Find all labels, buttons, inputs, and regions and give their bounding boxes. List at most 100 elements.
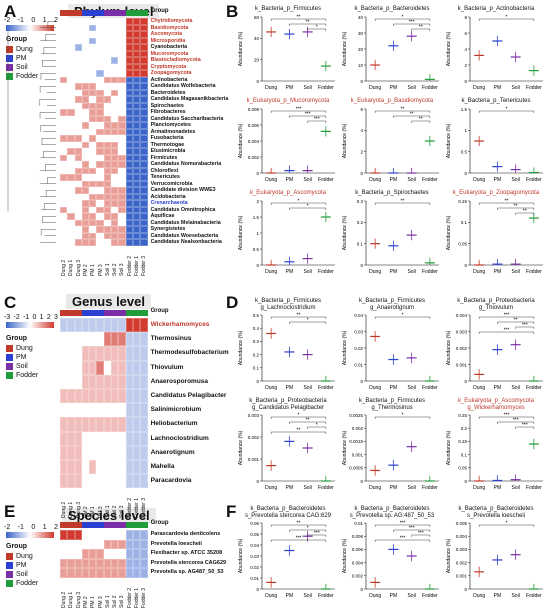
group-strip-cell [132, 310, 141, 316]
heatmap-cell [132, 219, 141, 226]
heatmap-cell [103, 332, 112, 347]
heatmap-cell [140, 388, 148, 404]
y-tick-label: 0.0005 [349, 466, 363, 471]
heatmap-cell [81, 558, 90, 568]
significance-bracket [289, 321, 327, 325]
species-group-strip [60, 522, 148, 528]
row-label: Bacteroidetes [150, 89, 186, 96]
subplot-title: k_Bacteria_p_Bacteroidetes s_Prevotella … [244, 506, 332, 519]
legend-label: PM [16, 55, 27, 62]
column-label: Fodder 3 [141, 255, 148, 276]
x-tick-label: PM [390, 593, 398, 599]
group-strip-cell [74, 522, 82, 528]
heatmap-cell [74, 31, 82, 38]
heatmap-cell [111, 193, 119, 200]
heatmap-cell [81, 332, 90, 347]
legend-item: PM [6, 354, 38, 361]
species-scale-ticks: -2 -1 0 1 2 [4, 524, 58, 531]
heatmap-cell [132, 154, 141, 161]
heatmap-cell [125, 431, 133, 446]
subplot-canvas: 0 2 4 6 8 Abundance (%) Dung PM Soil Fodder * [446, 14, 543, 91]
column-label: Soil 2 [112, 262, 119, 276]
y-tick-label: 0.02 [250, 565, 259, 570]
column-label: Soil 3 [119, 262, 126, 276]
axis-lines [261, 108, 335, 173]
axis-lines [469, 523, 543, 590]
heatmap-cell [96, 360, 104, 375]
heatmap-cell [60, 558, 68, 568]
heatmap-cell [67, 44, 75, 51]
heatmap-cell [96, 44, 104, 51]
row-label: Candidatus Melainabacteria [150, 219, 221, 226]
heatmap-cell [74, 122, 82, 129]
y-tick-label: 0.15 [458, 198, 467, 203]
scale-tick: -1 [17, 17, 24, 24]
row-label: Fibrobacteres [150, 109, 186, 115]
significance-label: * [402, 14, 404, 20]
row-label: Microsporidia [150, 37, 186, 44]
y-tick-label: 6 [464, 30, 467, 35]
significance-label: ** [401, 198, 405, 204]
genus-color-scale [6, 322, 54, 328]
heatmap-cell [125, 558, 133, 568]
significance-label: *** [314, 116, 320, 122]
heatmap-cell [67, 70, 75, 77]
heatmap-cell [118, 154, 126, 161]
heatmap-cell [125, 239, 133, 246]
heatmap-cell [60, 154, 68, 161]
y-tick-label: 0 [464, 587, 467, 592]
heatmap-cell [89, 549, 97, 559]
heatmap-cell [96, 122, 104, 129]
row-label: Mucoromycota [150, 50, 189, 57]
legend-item: Soil [6, 64, 38, 71]
heatmap-cell [81, 568, 90, 578]
heatmap-cell [132, 24, 141, 31]
heatmap-cell [89, 200, 97, 207]
legend-swatch [6, 64, 13, 71]
panel-letter-e: E [4, 502, 16, 521]
y-tick-label: 2 [256, 198, 259, 203]
heatmap-cell [89, 122, 97, 129]
heatmap-cell [103, 226, 112, 233]
y-tick-label: 0.2 [357, 220, 364, 225]
genus-heatmap-grid [60, 318, 148, 489]
heatmap-cell [96, 180, 104, 187]
heatmap-cell [118, 96, 126, 103]
y-axis-label: Abundance (%) [342, 215, 348, 250]
heatmap-cell [60, 50, 68, 57]
x-tick-label: Dung [265, 485, 277, 491]
significance-label: *** [504, 313, 510, 319]
axis-lines [469, 200, 543, 265]
column-label: Fodder 1 [134, 255, 140, 276]
heatmap-cell [81, 18, 90, 25]
heatmap-cell [132, 63, 141, 70]
heatmap-cell [132, 31, 141, 38]
significance-label: * [316, 423, 318, 429]
row-label: Armatimonadetes [150, 128, 196, 135]
heatmap-cell [132, 568, 141, 578]
heatmap-cell [67, 232, 75, 239]
heatmap-cell [89, 50, 97, 57]
heatmap-cell [111, 63, 119, 70]
heatmap-cell [74, 174, 82, 181]
heatmap-cell [89, 57, 97, 64]
heatmap-cell [125, 128, 133, 135]
x-tick-label: PM [390, 385, 398, 391]
scale-tick: -1 [17, 524, 24, 531]
heatmap-cell [118, 128, 126, 135]
y-tick-label: 0 [464, 379, 467, 384]
heatmap-cell [81, 24, 90, 31]
heatmap-cell [74, 76, 82, 83]
significance-bracket [289, 23, 327, 26]
scale-tick: 2 [54, 17, 58, 24]
heatmap-cell [103, 135, 112, 142]
heatmap-cell [89, 135, 97, 142]
heatmap-cell [60, 141, 68, 148]
row-label: Thermotogae [150, 141, 185, 148]
heatmap-cell [103, 232, 112, 239]
row-label: Prevotella sp. AG487_50_53 [150, 569, 224, 575]
subplot: k_Eukaryota_p_Ascomycota 0 0.5 1 1.5 2 Abundan… [238, 190, 338, 278]
y-tick-label: 0.003 [456, 329, 468, 334]
heatmap-cell [132, 50, 141, 57]
heatmap-cell [118, 403, 126, 418]
